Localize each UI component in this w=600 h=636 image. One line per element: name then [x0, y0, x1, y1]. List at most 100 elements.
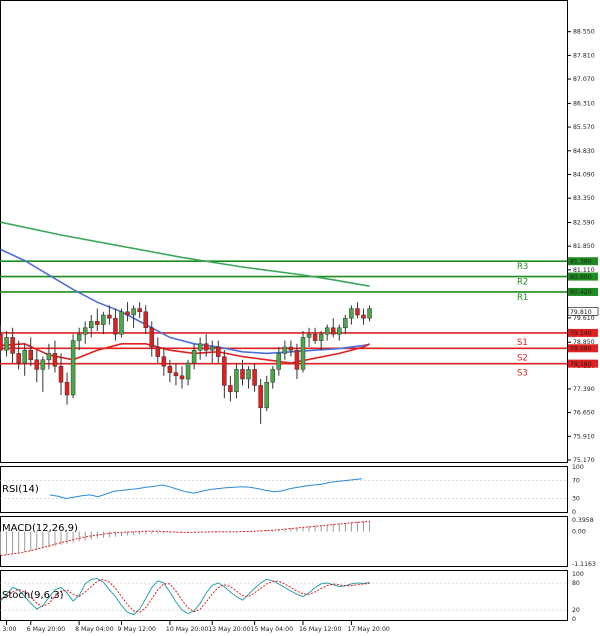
candle-body — [101, 314, 106, 325]
candle-body — [361, 314, 366, 319]
candle-body — [125, 311, 130, 316]
stoch-signal-line — [0, 578, 370, 613]
candle-body — [222, 356, 227, 386]
candle-body — [349, 308, 354, 319]
price-tick-label: 85.570 — [573, 124, 595, 131]
x-tick-label: 16 May 12:00 — [299, 626, 341, 633]
candle-body — [234, 369, 239, 393]
candle-body — [173, 372, 179, 377]
macd-tick-label: -1.1163 — [572, 561, 596, 568]
candle-body — [331, 327, 336, 335]
level-tag-r3 — [568, 257, 598, 266]
candle-body — [294, 349, 300, 370]
stoch-label: Stoch(9,6,3) — [2, 590, 64, 601]
candle-body — [137, 308, 142, 313]
x-tick-label: 9 May 12:00 — [118, 626, 157, 633]
level-tag-label-r1: 80.420 — [570, 289, 592, 296]
candle-body — [264, 381, 269, 409]
level-name-s1: S1 — [517, 338, 528, 348]
candle-body — [119, 311, 124, 335]
price-tick-label: 86.310 — [573, 100, 595, 107]
macd-tick-label: 0.3958 — [572, 517, 594, 524]
level-tag-label-s3: 78.180 — [570, 361, 592, 368]
price-tick-label: 84.090 — [573, 171, 595, 178]
x-tick-label: 17 May 20:00 — [347, 626, 389, 633]
candle-body — [70, 340, 76, 396]
level-name-r1: R1 — [517, 293, 528, 303]
candle-body — [95, 321, 100, 325]
candle-body — [149, 327, 154, 348]
candle-body — [0, 333, 3, 351]
rsi-tick-label: 100 — [572, 464, 584, 471]
x-tick-label: 6 May 20:00 — [27, 626, 66, 633]
candle-body — [82, 327, 88, 335]
price-tick-label: 81.110 — [573, 267, 595, 274]
price-panel — [0, 0, 568, 463]
candle-body — [4, 337, 9, 351]
candle-body — [89, 321, 94, 329]
level-tag-label-s1: 79.140 — [570, 330, 592, 337]
level-tag-s3 — [568, 359, 598, 368]
price-tick-label: 88.550 — [573, 29, 595, 36]
candle-body — [167, 365, 173, 373]
level-tag-s1 — [568, 328, 598, 337]
candle-body — [10, 337, 15, 354]
price-tick-label: 75.910 — [573, 433, 595, 440]
stoch-tick-label: 100 — [572, 571, 584, 578]
candle-body — [52, 353, 58, 367]
candle-body — [300, 337, 306, 370]
candle-body — [191, 349, 197, 364]
candle-body — [270, 369, 275, 383]
candle-body — [113, 317, 118, 335]
candle-body — [64, 381, 70, 396]
rsi-tick-label: 0 — [572, 509, 576, 516]
price-tick-label: 75.170 — [573, 457, 595, 464]
candle-body — [282, 346, 288, 354]
candle-body — [155, 346, 161, 357]
price-tick-label: 84.830 — [573, 148, 595, 155]
stoch-tick-label: 0 — [572, 616, 576, 623]
candle-body — [258, 385, 263, 409]
candle-body — [76, 333, 82, 341]
candle-body — [16, 353, 21, 364]
rsi-label: RSI(14) — [2, 484, 39, 495]
price-tick-label: 87.070 — [573, 76, 595, 83]
candle-body — [306, 333, 312, 338]
candle-body — [107, 314, 112, 319]
candle-body — [337, 327, 342, 335]
candle-body — [228, 385, 233, 393]
candle-body — [203, 343, 209, 351]
rsi-panel — [0, 466, 568, 513]
current-price-label: 79.810 — [570, 309, 592, 316]
level-tag-s2 — [568, 344, 598, 353]
macd-tick-label: 0.00 — [572, 529, 586, 536]
level-tag-label-s2: 78.660 — [570, 346, 592, 353]
level-name-r2: R2 — [517, 278, 528, 288]
level-name-r3: R3 — [517, 262, 528, 272]
price-tick-label: 79.610 — [573, 315, 595, 322]
macd-signal-line — [0, 520, 370, 556]
candle-body — [143, 311, 148, 329]
candle-body — [367, 308, 372, 319]
x-tick-label: 10 May 20:00 — [166, 626, 208, 633]
price-tick-label: 77.390 — [573, 386, 595, 393]
level-name-s3: S3 — [517, 369, 528, 379]
price-tick-label: 87.810 — [573, 52, 595, 59]
x-tick-label: 13 May 20:00 — [208, 626, 250, 633]
rsi-tick-label: 30 — [572, 496, 580, 503]
candle-body — [34, 359, 40, 370]
level-tag-label-r3: 81.380 — [570, 259, 592, 266]
price-tick-label: 76.650 — [573, 410, 595, 417]
candle-body — [343, 317, 348, 329]
candle-body — [240, 369, 245, 380]
candle-body — [312, 333, 318, 341]
candle-body — [22, 349, 27, 364]
price-tick-label: 78.850 — [573, 339, 595, 346]
candle-body — [185, 362, 191, 380]
x-tick-label: 15 May 04:00 — [251, 626, 293, 633]
x-tick-label: 8 May 04:00 — [75, 626, 114, 633]
candle-body — [210, 346, 215, 351]
ma-green-line — [0, 221, 370, 287]
x-tick-label: 3:00 — [3, 626, 17, 633]
